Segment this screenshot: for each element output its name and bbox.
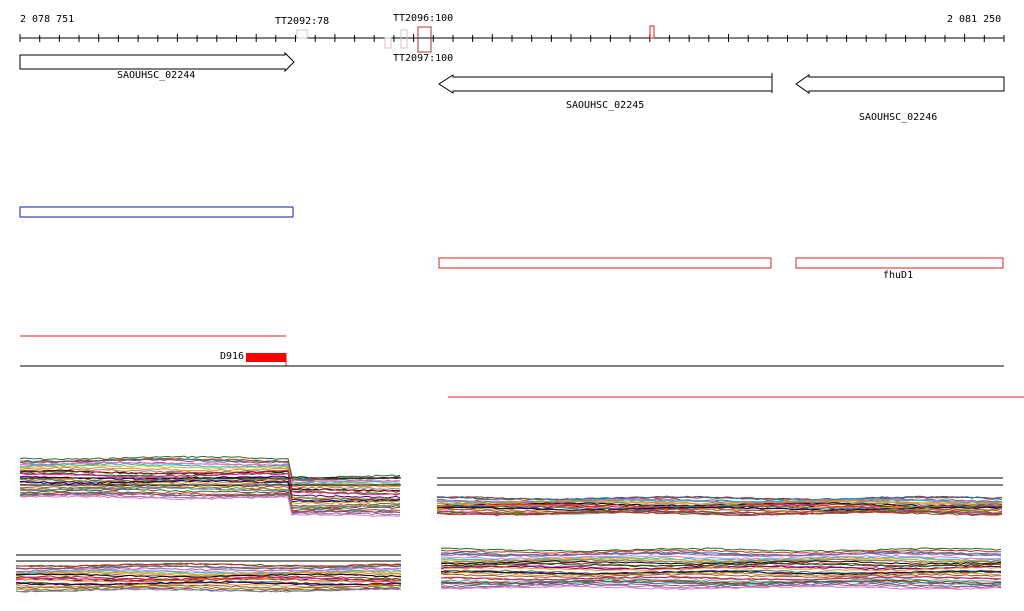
expression-line <box>15 573 402 578</box>
expression-line <box>19 468 400 490</box>
expression-line <box>440 554 1002 560</box>
expression-line <box>436 495 1003 501</box>
expression-line <box>19 494 401 516</box>
expression-line <box>440 558 1002 564</box>
operon-track <box>19 206 1004 269</box>
expression-line <box>19 495 401 517</box>
expression-line <box>441 571 1002 577</box>
d916-block[interactable] <box>246 353 286 362</box>
terminator-mark-tt2092[interactable] <box>296 29 308 39</box>
expression-line <box>436 507 1003 513</box>
terminator-mark-red[interactable] <box>649 25 655 39</box>
expression-line <box>15 578 402 583</box>
expression-line <box>19 477 401 501</box>
expression-line <box>440 573 1002 579</box>
expression-line <box>19 492 401 514</box>
expression-line <box>15 588 402 593</box>
expression-line <box>440 566 1002 572</box>
expression-line <box>436 498 1003 504</box>
expression-line <box>440 547 1002 553</box>
expression-panel-bottom-left <box>15 554 402 593</box>
expression-line <box>20 488 401 512</box>
expression-line <box>19 490 400 513</box>
gene-label-saouhsc-02245[interactable]: SAOUHSC_02245 <box>566 100 645 111</box>
expression-line <box>15 584 402 590</box>
expression-line <box>440 575 1002 581</box>
expression-panel-top-right <box>436 477 1003 517</box>
expression-line <box>19 462 400 485</box>
operon-box-1[interactable] <box>19 206 294 218</box>
regulatory-track <box>20 335 1024 398</box>
expression-line <box>440 585 1002 591</box>
expression-line <box>440 578 1002 583</box>
gene-arrow-saouhsc-02245[interactable] <box>438 74 773 94</box>
expression-line <box>436 504 1003 510</box>
expression-line <box>19 472 401 495</box>
expression-line <box>15 581 402 586</box>
gene-track <box>19 51 1005 94</box>
expression-line <box>19 470 401 493</box>
ruler-end-label: 2 081 250 <box>947 14 1002 25</box>
expression-line <box>436 499 1003 505</box>
expression-line <box>15 571 402 577</box>
operon-box-fhud1[interactable] <box>795 257 1004 269</box>
expression-line <box>436 511 1003 517</box>
expression-line <box>19 479 401 503</box>
terminator-mark-a[interactable] <box>384 37 392 49</box>
expression-line <box>440 549 1001 554</box>
expression-line <box>16 567 402 572</box>
terminator-markers[interactable] <box>296 25 655 53</box>
expression-panel-top-left <box>19 455 401 517</box>
expression-line <box>19 486 401 509</box>
expression-line <box>436 509 1003 515</box>
expression-line <box>19 472 401 496</box>
expression-line <box>15 568 402 574</box>
expression-line <box>19 466 401 488</box>
terminator-label-tt2097[interactable]: TT2097:100 <box>393 53 454 64</box>
terminator-label-tt2096[interactable]: TT2096:100 <box>393 13 454 24</box>
expression-line <box>15 586 402 591</box>
terminator-mark-tt2096[interactable] <box>417 26 432 53</box>
expression-line <box>19 455 401 479</box>
operon-label-fhud1[interactable]: fhuD1 <box>883 270 914 281</box>
expression-line <box>440 579 1002 585</box>
expression-line <box>19 458 401 482</box>
gene-arrow-saouhsc-02246[interactable] <box>795 74 1005 94</box>
gene-label-saouhsc-02244[interactable]: SAOUHSC_02244 <box>117 70 196 81</box>
ruler-start-label: 2 078 751 <box>20 14 75 25</box>
gene-label-saouhsc-02246[interactable]: SAOUHSC_02246 <box>859 112 938 123</box>
expression-line <box>440 565 1002 571</box>
expression-line <box>15 582 402 588</box>
ruler-ticks <box>19 34 1005 42</box>
expression-line <box>19 464 401 486</box>
regulatory-label-d916[interactable]: D916 <box>220 351 245 362</box>
expression-line <box>440 562 1002 568</box>
expression-line <box>19 461 401 484</box>
expression-line <box>440 570 1002 576</box>
expression-line <box>15 562 402 568</box>
expression-line <box>15 564 402 570</box>
expression-panel-bottom-right <box>440 547 1002 591</box>
gene-arrow-saouhsc-02244[interactable] <box>19 51 295 73</box>
operon-box-2[interactable] <box>438 257 772 269</box>
expression-line <box>15 570 402 576</box>
coordinate-ruler <box>19 34 1005 42</box>
terminator-label-tt2092[interactable]: TT2092:78 <box>275 16 330 27</box>
expression-line <box>440 560 1002 565</box>
terminator-mark-b[interactable] <box>400 29 408 49</box>
expression-line <box>440 552 1002 558</box>
